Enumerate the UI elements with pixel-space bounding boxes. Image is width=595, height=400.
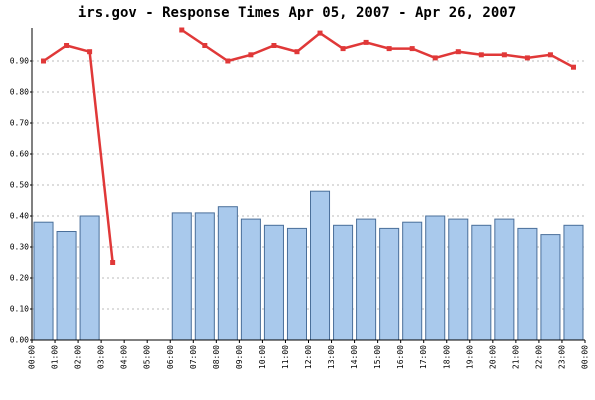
x-tick-label: 06:00 <box>166 345 175 369</box>
x-tick-label: 17:00 <box>419 345 428 369</box>
bar <box>286 227 308 341</box>
x-tick-label: 00:00 <box>581 345 590 369</box>
bar <box>263 224 284 341</box>
x-tick-label: 05:00 <box>143 345 152 369</box>
marker <box>294 49 300 55</box>
marker <box>547 52 553 58</box>
marker <box>202 43 208 48</box>
x-tick-label: 03:00 <box>97 345 106 369</box>
marker <box>478 52 484 58</box>
line <box>42 28 575 263</box>
x-tick-label: 09:00 <box>235 345 244 369</box>
bar <box>448 218 469 341</box>
marker <box>271 43 277 48</box>
marker <box>64 43 70 48</box>
x-tick-label: 08:00 <box>212 345 221 369</box>
x-tick-label: 01:00 <box>51 345 60 369</box>
x-tick-label: 12:00 <box>304 345 313 369</box>
bar <box>379 227 400 341</box>
bar <box>33 221 54 341</box>
y-tick-label: 0.90 <box>10 57 29 66</box>
chart-title: irs.gov - Response Times Apr 05, 2007 - … <box>78 5 516 21</box>
bar <box>310 190 331 341</box>
x-tick-label: 02:00 <box>74 345 83 369</box>
x-tick-label: 15:00 <box>373 345 382 369</box>
marker <box>570 64 576 70</box>
marker <box>432 55 438 61</box>
x-tick-label: 23:00 <box>557 345 566 369</box>
y-tick-label: 0.00 <box>10 336 29 345</box>
marker <box>409 46 415 52</box>
y-tick-label: 0.80 <box>10 88 29 97</box>
marker <box>87 49 93 55</box>
x-tick-label: 16:00 <box>396 345 405 369</box>
x-tick-label: 21:00 <box>511 345 520 369</box>
y-tick-label: 0.10 <box>10 305 29 314</box>
marker <box>179 27 185 33</box>
x-tick-label: 19:00 <box>465 345 474 369</box>
y-tick-label: 0.20 <box>10 274 29 283</box>
marker <box>225 58 231 64</box>
x-tick-label: 14:00 <box>350 345 359 369</box>
x-tick-label: 00:00 <box>28 345 37 369</box>
bar <box>563 224 584 341</box>
bar <box>79 215 100 341</box>
bar <box>471 224 492 341</box>
marker <box>386 46 392 52</box>
x-tick-label: 11:00 <box>281 345 290 369</box>
bar <box>425 215 446 341</box>
marker <box>363 39 369 45</box>
bar <box>171 212 192 341</box>
marker <box>340 46 346 52</box>
bar <box>540 234 561 341</box>
y-tick-label: 0.40 <box>10 212 29 221</box>
bar <box>217 206 238 341</box>
y-tick-label: 0.30 <box>10 243 29 252</box>
marker <box>501 52 507 58</box>
marker <box>248 52 254 58</box>
marker <box>41 58 47 64</box>
x-tick-label: 18:00 <box>442 345 451 369</box>
x-tick-label: 07:00 <box>189 345 198 369</box>
x-tick-label: 10:00 <box>258 345 267 369</box>
bar <box>494 218 515 341</box>
bar <box>194 212 215 341</box>
marker <box>524 55 530 61</box>
bar <box>356 218 377 341</box>
marker <box>455 49 461 55</box>
x-tick-label: 22:00 <box>534 345 543 369</box>
bar <box>333 224 354 341</box>
x-tick-label: 20:00 <box>488 345 497 369</box>
x-tick-label: 04:00 <box>120 345 129 369</box>
bar <box>517 227 538 341</box>
y-tick-label: 0.70 <box>10 119 29 128</box>
bar <box>402 221 423 341</box>
marker <box>317 30 323 36</box>
marker <box>110 260 116 265</box>
y-tick-label: 0.60 <box>10 150 29 159</box>
x-tick-label: 13:00 <box>327 345 336 369</box>
bar <box>56 231 77 341</box>
y-tick-label: 0.50 <box>10 181 29 190</box>
bar <box>240 218 261 341</box>
